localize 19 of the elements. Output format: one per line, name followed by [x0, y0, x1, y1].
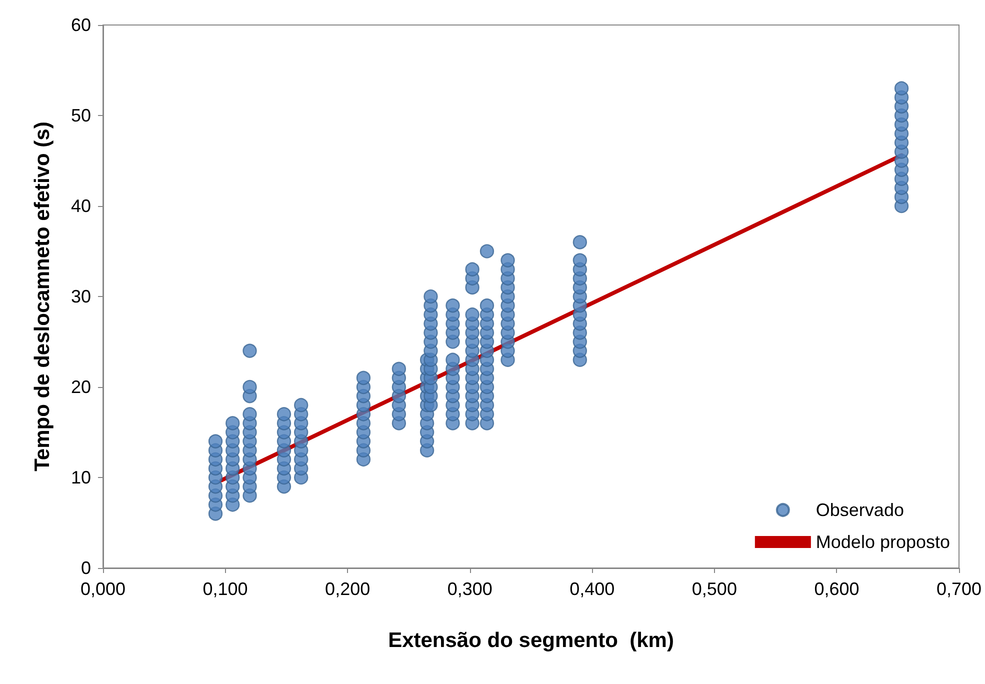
x-tick-label: 0,600	[814, 579, 860, 599]
legend-label: Observado	[816, 500, 904, 520]
x-tick-label: 0,500	[692, 579, 737, 599]
x-tick-label: 0,400	[570, 579, 615, 599]
x-tick-label: 0,200	[325, 579, 370, 599]
y-tick-label: 40	[70, 196, 91, 216]
y-tick-label: 20	[70, 377, 91, 397]
legend-label: Modelo proposto	[816, 532, 950, 552]
y-tick-label: 10	[70, 468, 91, 488]
x-tick-label: 0,700	[936, 579, 982, 599]
x-tick-label: 0,300	[447, 579, 492, 599]
x-tick-label: 0,000	[80, 579, 126, 599]
y-tick-label: 60	[70, 15, 91, 35]
y-tick-label: 50	[70, 106, 91, 126]
y-axis-title: Tempo de deslocamneto efetivo (s)	[31, 122, 54, 472]
x-tick-label: 0,100	[202, 579, 248, 599]
x-axis-title: Extensão do segmento (km)	[388, 629, 674, 652]
y-tick-label: 30	[70, 286, 91, 306]
y-tick-label: 0	[80, 558, 91, 578]
